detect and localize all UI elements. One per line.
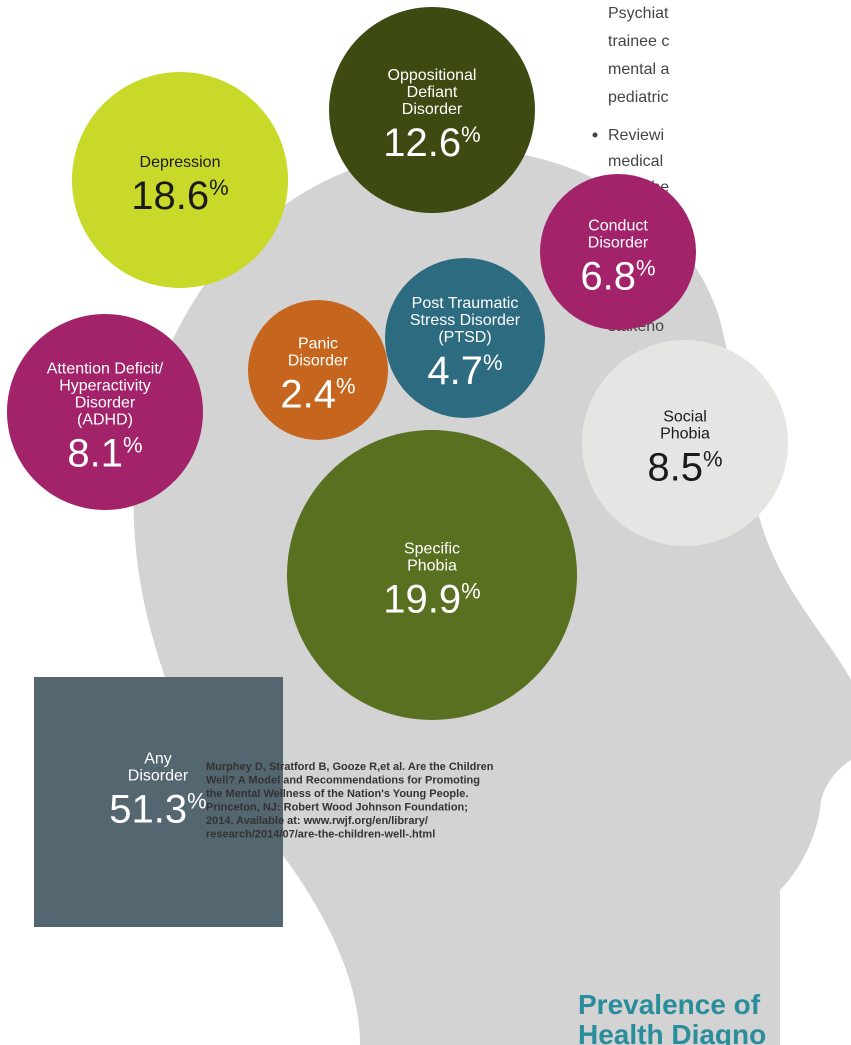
citation: Murphey D, Stratford B, Gooze R,et al. A… — [206, 761, 494, 773]
percent-sign: % — [187, 789, 207, 814]
bubble — [582, 340, 788, 546]
value-number: 6.8 — [580, 255, 636, 299]
disorder-label: (ADHD) — [77, 412, 133, 429]
bullet-dot — [593, 133, 598, 138]
value-number: 12.6 — [383, 121, 461, 165]
bubble — [540, 174, 696, 330]
body-text: mental a — [608, 61, 669, 78]
disorder-label: Depression — [140, 154, 221, 171]
value-number: 8.5 — [647, 446, 703, 490]
percent-sign: % — [336, 374, 356, 399]
disorder-label: Panic — [298, 336, 338, 353]
disorder-label: Disorder — [402, 101, 463, 118]
disorder-label: Attention Deficit/ — [47, 361, 164, 378]
disorder-label: Phobia — [407, 558, 457, 575]
disorder-label: Disorder — [288, 353, 349, 370]
citation: research/2014/07/are-the-children-well-.… — [206, 829, 435, 841]
percent-sign: % — [123, 433, 143, 458]
value-number: 8.1 — [67, 432, 123, 476]
disorder-label: Stress Disorder — [410, 312, 521, 329]
infographic: Psychiat trainee c mental a pediatric Review… — [0, 0, 851, 1045]
value-number: 19.9 — [383, 578, 461, 622]
percent-sign: % — [209, 175, 229, 200]
disorder-label: Disorder — [75, 395, 136, 412]
percent-sign: % — [461, 122, 481, 147]
section-title: Prevalence of — [578, 989, 761, 1020]
disorder-label: Disorder — [588, 235, 649, 252]
disorder-label: Any — [144, 751, 172, 768]
section-title: Health Diagno — [578, 1019, 766, 1045]
citation: Well? A Model and Recommendations for Pr… — [206, 775, 480, 787]
bubble — [287, 430, 577, 720]
percent-sign: % — [461, 579, 481, 604]
value-number: 51.3 — [109, 788, 187, 832]
disorder-label: Social — [663, 409, 707, 426]
body-text: Psychiat — [608, 5, 669, 22]
value-number: 4.7 — [427, 349, 483, 393]
value-number: 2.4 — [280, 373, 336, 417]
disorder-label: Oppositional — [388, 67, 477, 84]
disorder-label: Phobia — [660, 426, 710, 443]
disorder-label: (PTSD) — [438, 329, 491, 346]
disorder-label: Hyperactivity — [59, 378, 151, 395]
percent-sign: % — [483, 350, 503, 375]
body-text: Reviewi — [608, 127, 664, 144]
body-text: pediatric — [608, 89, 668, 106]
body-text: trainee c — [608, 33, 669, 50]
bubble — [248, 300, 388, 440]
value-number: 18.6 — [131, 174, 209, 218]
disorder-label: Defiant — [407, 84, 458, 101]
disorder-label: Conduct — [588, 218, 648, 235]
disorder-label: Specific — [404, 541, 460, 558]
body-text: medical — [608, 153, 663, 170]
citation: the Mental Wellness of the Nation's Youn… — [206, 788, 468, 800]
percent-sign: % — [636, 256, 656, 281]
disorder-label: Post Traumatic — [412, 295, 519, 312]
citation: Princeton, NJ: Robert Wood Johnson Found… — [206, 802, 468, 814]
citation: 2014. Available at: www.rwjf.org/en/libr… — [206, 815, 428, 827]
disorder-bubble: Depression 18.6% — [72, 72, 288, 288]
percent-sign: % — [703, 447, 723, 472]
disorder-bubble: Attention Deficit/HyperactivityDisorder(… — [7, 314, 203, 510]
disorder-label: Disorder — [128, 768, 189, 785]
